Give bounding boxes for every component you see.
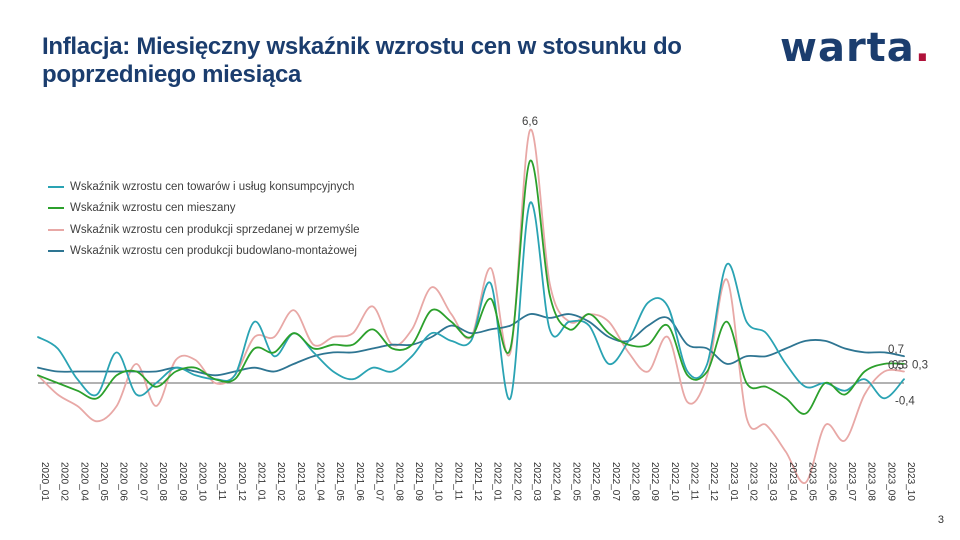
x-tick-label: 2020_09 [177, 462, 188, 501]
series-line-mixed [37, 159, 905, 415]
x-tick-label: 2020_10 [196, 462, 207, 501]
x-tick-label: 2022_03 [531, 462, 542, 501]
legend-label-cpi: Wskaźnik wzrostu cen towarów i usług kon… [70, 180, 355, 193]
x-tick-label: 2020_02 [59, 462, 70, 501]
series-line-ppi [37, 128, 905, 484]
legend-swatch-cpi [48, 185, 64, 188]
x-tick-label: 2021_08 [393, 462, 404, 501]
x-tick-label: 2020_01 [39, 462, 50, 501]
x-tick-label: 2023_05 [807, 462, 818, 501]
chart-legend: Wskaźnik wzrostu cen towarów i usług kon… [48, 176, 360, 262]
x-tick-label: 2022_05 [570, 462, 581, 501]
x-tick-label: 2021_11 [452, 462, 463, 501]
x-tick-label: 2023_01 [728, 462, 739, 501]
x-tick-label: 2021_02 [275, 462, 286, 501]
x-tick-label: 2022_04 [551, 462, 562, 501]
x-tick-label: 2023_03 [767, 462, 778, 501]
legend-item-ppi: Wskaźnik wzrostu cen produkcji sprzedane… [48, 219, 360, 241]
legend-item-construction: Wskaźnik wzrostu cen produkcji budowlano… [48, 241, 360, 263]
x-tick-label: 2022_08 [629, 462, 640, 501]
x-tick-label: 2023_02 [748, 462, 759, 501]
x-tick-label: 2022_11 [689, 462, 700, 501]
x-tick-label: 2020_04 [78, 462, 89, 501]
legend-swatch-ppi [48, 228, 64, 231]
logo-text: warta [780, 25, 915, 71]
x-tick-label: 2023_06 [826, 462, 837, 501]
x-tick-label: 2021_06 [354, 462, 365, 501]
x-tick-label: 2021_07 [374, 462, 385, 501]
x-tick-label: 2022_07 [610, 462, 621, 501]
x-tick-label: 2022_12 [708, 462, 719, 501]
x-tick-label: 2023_09 [885, 462, 896, 501]
legend-label-ppi: Wskaźnik wzrostu cen produkcji sprzedane… [70, 223, 360, 236]
x-tick-label: 2022_01 [492, 462, 503, 501]
x-tick-label: 2020_06 [118, 462, 129, 501]
legend-swatch-mixed [48, 207, 64, 210]
data-label: 0,3 [892, 360, 908, 372]
data-label: 0,3 [912, 360, 928, 372]
x-tick-label: 2023_07 [846, 462, 857, 501]
x-tick-label: 2020_08 [157, 462, 168, 501]
x-tick-label: 2022_06 [590, 462, 601, 501]
x-tick-label: 2022_10 [669, 462, 680, 501]
data-label: 6,6 [522, 116, 538, 128]
x-tick-label: 2023_10 [905, 462, 916, 501]
x-tick-label: 2021_04 [315, 462, 326, 501]
legend-swatch-construction [48, 250, 64, 253]
x-tick-label: 2020_12 [236, 462, 247, 501]
x-tick-label: 2021_10 [433, 462, 444, 501]
x-tick-label: 2022_09 [649, 462, 660, 501]
x-tick-label: 2021_03 [295, 462, 306, 501]
x-tick-label: 2021_01 [256, 462, 267, 501]
x-tick-label: 2023_08 [866, 462, 877, 501]
x-tick-label: 2023_04 [787, 462, 798, 501]
x-tick-label: 2020_07 [137, 462, 148, 501]
page-number: 3 [937, 514, 944, 526]
data-label: 0,7 [888, 344, 904, 356]
data-label: 0,5 [888, 360, 904, 372]
page-title: Inflacja: Miesięczny wskaźnik wzrostu ce… [42, 33, 682, 88]
x-tick-label: 2020_11 [216, 462, 227, 501]
legend-label-construction: Wskaźnik wzrostu cen produkcji budowlano… [70, 245, 357, 258]
x-tick-label: 2021_12 [472, 462, 483, 501]
x-tick-label: 2022_02 [511, 462, 522, 501]
data-label: -0,4 [895, 395, 915, 407]
x-tick-label: 2021_05 [334, 462, 345, 501]
legend-label-mixed: Wskaźnik wzrostu cen mieszany [70, 202, 236, 215]
series-line-cpi [37, 201, 905, 401]
legend-item-cpi: Wskaźnik wzrostu cen towarów i usług kon… [48, 176, 360, 198]
x-tick-label: 2020_05 [98, 462, 109, 501]
warta-logo: warta. [780, 25, 931, 71]
logo-dot: . [914, 25, 931, 71]
x-tick-label: 2021_09 [413, 462, 424, 501]
legend-item-mixed: Wskaźnik wzrostu cen mieszany [48, 198, 360, 220]
